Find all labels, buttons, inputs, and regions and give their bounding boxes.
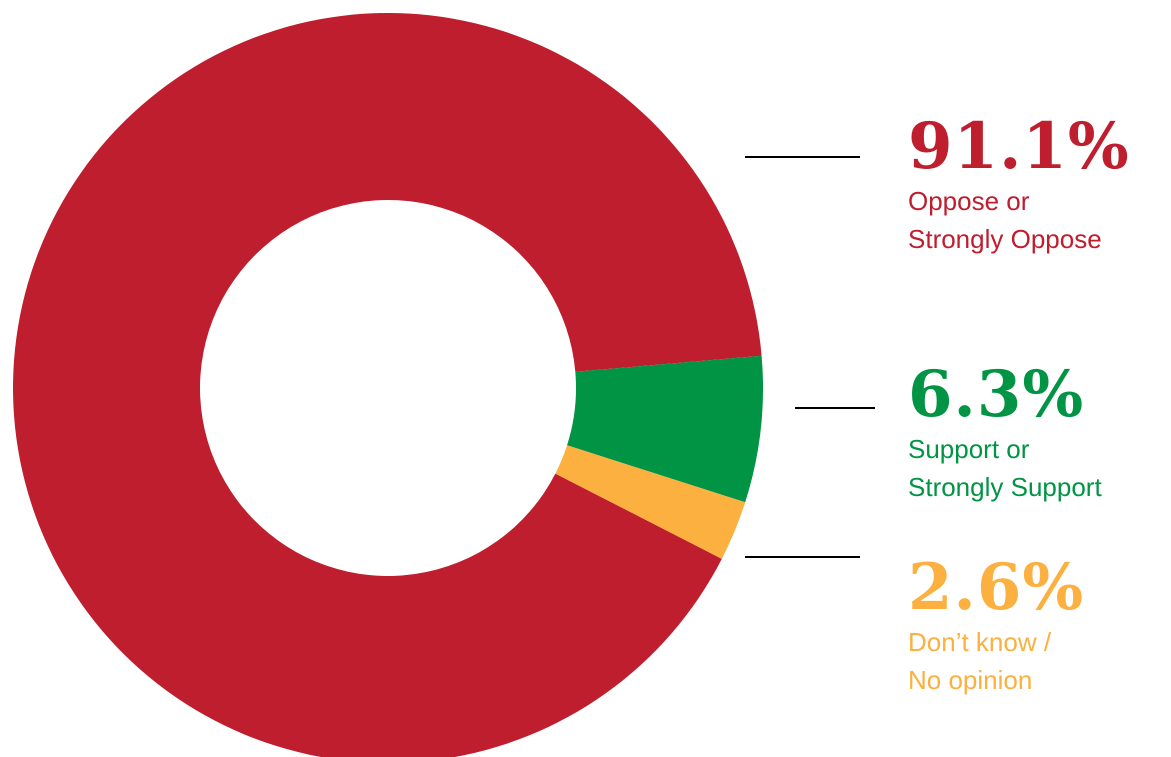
category-label: Support or Strongly Support [908, 434, 1102, 502]
legend-entry: 91.1% Oppose or Strongly Oppose [908, 112, 1130, 258]
value-label: 2.6% [908, 550, 1085, 625]
slice [555, 445, 746, 559]
slice [567, 355, 763, 503]
legend-entry: 2.6% Don’t know / No opinion [908, 553, 1084, 699]
slice [13, 13, 762, 757]
value-label: 6.3% [908, 357, 1085, 432]
category-label: Oppose or Strongly Oppose [908, 186, 1102, 254]
category-label: Don’t know / No opinion [908, 627, 1052, 695]
legend-entry: 6.3% Support or Strongly Support [908, 360, 1102, 506]
value-label: 91.1% [908, 109, 1130, 184]
